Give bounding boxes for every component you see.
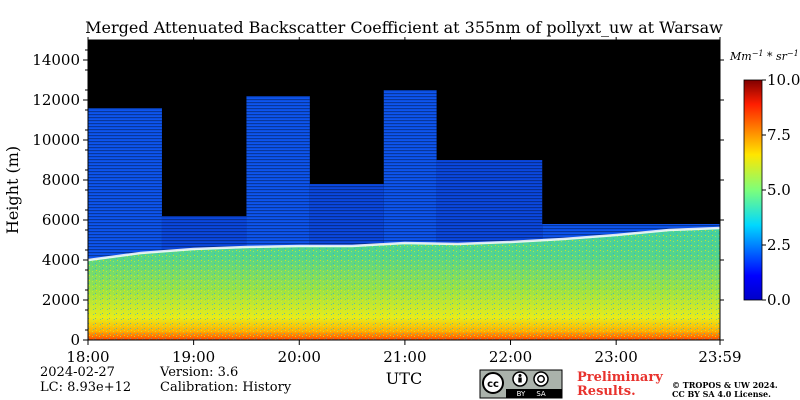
- y-tick-label: 6000: [42, 211, 80, 229]
- colorbar-tick-label: 2.5: [767, 236, 791, 254]
- cc-by-sa-badge: cc BY SA: [479, 369, 563, 399]
- y-tick-label: 14000: [32, 51, 80, 69]
- plot-area: [88, 40, 720, 340]
- x-axis-label: UTC: [386, 369, 422, 388]
- colorbar: [743, 79, 763, 301]
- footer-lc: LC: 8.93e+12: [40, 380, 131, 395]
- preliminary-label-1: Preliminary: [577, 370, 663, 385]
- y-tick-label: 2000: [42, 291, 80, 309]
- x-tick-label: 21:00: [383, 348, 426, 366]
- footer-calibration: Calibration: History: [160, 380, 292, 395]
- colorbar-unit: Mm−1 * sr−1: [729, 49, 799, 63]
- cc-icon: [482, 372, 504, 394]
- x-tick-label: 22:00: [489, 348, 532, 366]
- colorbar-ticks: 0.0 2.5 5.0 7.5 10.0: [762, 71, 800, 309]
- x-tick-label: 23:00: [595, 348, 638, 366]
- boundary-layer-noise: [88, 228, 720, 340]
- chart-title: Merged Attenuated Backscatter Coefficien…: [85, 18, 723, 37]
- sa-share-icon: [533, 371, 549, 387]
- x-tick-label: 20:00: [278, 348, 321, 366]
- x-tick-label: 23:59: [698, 348, 741, 366]
- y-tick-label: 4000: [42, 251, 80, 269]
- preliminary-label-2: Results.: [577, 384, 636, 399]
- sa-label: SA: [536, 390, 546, 398]
- x-tick-label: 19:00: [172, 348, 215, 366]
- by-label: BY: [517, 390, 526, 398]
- footer-date: 2024-02-27: [40, 365, 115, 380]
- footer-version: Version: 3.6: [159, 365, 238, 380]
- copyright-line-2: CC BY SA 4.0 License.: [672, 389, 771, 399]
- x-tick-label: 18:00: [66, 348, 109, 366]
- colorbar-tick-label: 10.0: [767, 71, 800, 89]
- boundary-layer-top-line: [88, 226, 720, 262]
- y-tick-label: 12000: [32, 91, 80, 109]
- y-tick-label: 0: [70, 331, 80, 349]
- y-axis: 0 2000 4000 6000 8000 10000 12000 14000: [32, 49, 724, 349]
- svg-text:cc: cc: [487, 379, 499, 390]
- x-axis: 18:00 19:00 20:00 21:00 22:00 23:00 23:59: [66, 37, 742, 366]
- y-axis-label: Height (m): [3, 146, 22, 234]
- y-tick-label: 10000: [32, 131, 80, 149]
- colorbar-tick-label: 0.0: [767, 291, 791, 309]
- y-tick-label: 8000: [42, 171, 80, 189]
- colorbar-tick-label: 7.5: [767, 126, 791, 144]
- colorbar-tick-label: 5.0: [767, 181, 791, 199]
- copyright-line-1: © TROPOS & UW 2024.: [672, 380, 778, 390]
